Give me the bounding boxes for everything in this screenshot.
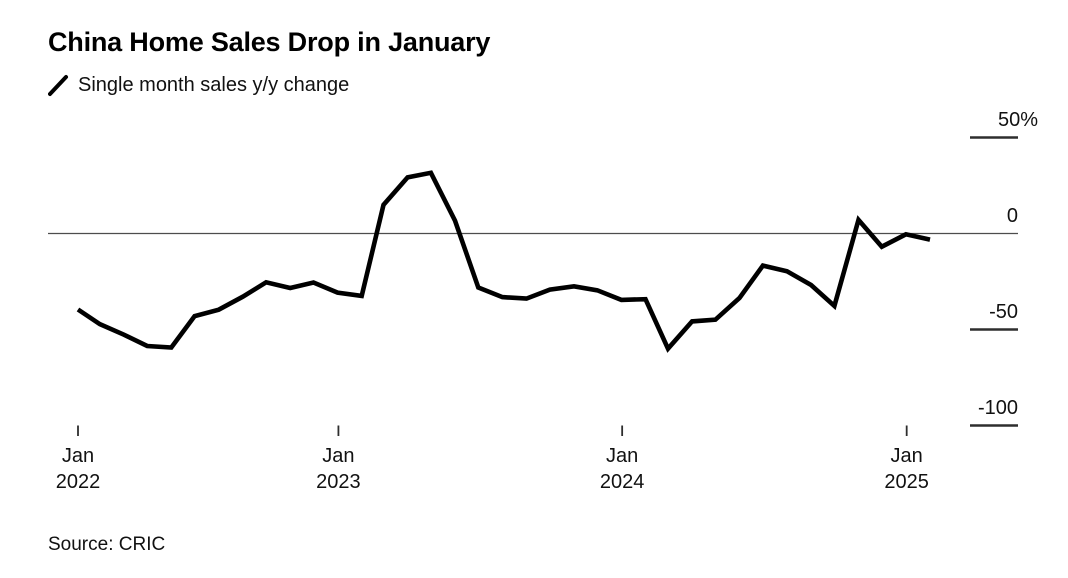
y-axis-label: -100	[977, 396, 1018, 419]
x-axis-label: Jan 2022	[33, 443, 123, 495]
x-axis-label: Jan 2025	[862, 443, 952, 495]
x-axis-label-year: 2022	[55, 471, 101, 493]
x-axis-label-year: 2024	[599, 471, 645, 493]
x-axis-label-month: Jan	[890, 445, 923, 467]
x-axis-label: Jan 2023	[293, 443, 383, 495]
x-axis-label-month: Jan	[606, 445, 639, 467]
x-axis-label-month: Jan	[322, 445, 355, 467]
gridline-layer	[48, 136, 1018, 427]
x-axis-label: Jan 2024	[577, 443, 667, 495]
y-axis-label: 0	[1006, 204, 1018, 227]
y-axis-label: -50	[989, 300, 1018, 323]
line-series-icon	[48, 75, 68, 96]
legend-label: Single month sales y/y change	[78, 74, 350, 96]
y-axis-label: 50%	[997, 108, 1038, 131]
x-axis-label-month: Jan	[61, 445, 95, 467]
sales-line	[76, 170, 931, 353]
legend: Single month sales y/y change	[48, 74, 349, 97]
x-axis-label-year: 2025	[884, 471, 929, 493]
chart-title: China Home Sales Drop in January	[48, 27, 491, 57]
axis-tick-layer	[77, 425, 908, 436]
source-note: Source: CRIC	[48, 534, 166, 555]
x-axis-label-year: 2023	[316, 471, 361, 493]
